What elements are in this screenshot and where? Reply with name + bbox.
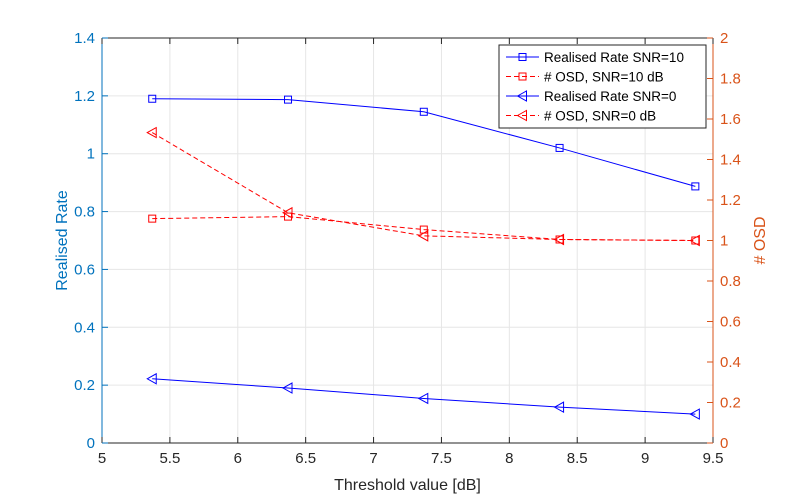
left-tick-label: 0.8	[74, 204, 95, 221]
data-point	[417, 229, 429, 242]
data-point	[691, 182, 700, 191]
left-tick-label: 0	[87, 435, 95, 452]
data-point	[281, 382, 293, 394]
left-tick-label: 1.4	[74, 30, 95, 47]
data-point	[553, 233, 565, 246]
data-point	[146, 372, 157, 385]
x-tick-label: 6.5	[295, 450, 316, 467]
right-tick-label: 1.6	[720, 111, 741, 128]
legend-marker	[518, 72, 527, 81]
x-tick-label: 7.5	[431, 450, 452, 467]
data-point	[281, 206, 293, 219]
legend-entry: Realised Rate SNR=0	[506, 89, 676, 104]
legend-marker	[518, 53, 527, 61]
data-point	[146, 126, 157, 139]
data-point	[148, 94, 157, 103]
right-tick-label: 0.2	[720, 395, 741, 412]
series-line	[152, 216, 696, 241]
data-point	[689, 234, 700, 247]
right-tick-label: 1.2	[720, 192, 741, 209]
legend-entry: Realised Rate SNR=10	[506, 50, 684, 65]
series-4	[146, 126, 700, 247]
left-y-axis-label: Realised Rate	[54, 190, 71, 291]
legend-label: Realised Rate SNR=0	[544, 89, 676, 104]
series	[146, 94, 700, 420]
legend-box	[498, 44, 707, 129]
axes	[101, 37, 714, 444]
series-line	[152, 378, 696, 415]
legend-entry: # OSD, SNR=10 dB	[506, 70, 664, 85]
legend: Realised Rate SNR=10 # OSD, SNR=10 dB Real…	[498, 44, 707, 129]
right-tick-label: 1.8	[720, 71, 741, 88]
left-tick-label: 1.2	[74, 88, 95, 105]
tick-labels: 5 5.5 6 6.5 7 7.5 8 8.5 9 9.500.20.40.60.811.21.4…	[74, 30, 741, 467]
right-tick-label: 1.4	[720, 152, 741, 169]
right-tick-label: 2	[720, 30, 728, 47]
left-tick-label: 1	[87, 146, 95, 163]
x-tick-label: 6	[234, 450, 242, 467]
series-line	[152, 98, 696, 187]
right-tick-label: 0.8	[720, 273, 741, 290]
data-point	[419, 107, 428, 116]
x-tick-label: 5.5	[159, 450, 180, 467]
left-tick-label: 0.2	[74, 377, 95, 394]
right-tick-label: 0.6	[720, 314, 741, 331]
right-tick-label: 0.4	[720, 354, 741, 371]
data-point	[417, 392, 429, 405]
data-point	[553, 401, 565, 413]
legend-marker	[516, 90, 527, 102]
legend-label: # OSD, SNR=0 dB	[544, 109, 656, 124]
legend-entry: # OSD, SNR=0 dB	[506, 109, 656, 124]
legend-label: Realised Rate SNR=10	[544, 50, 684, 65]
x-axis-label: Threshold value [dB]	[334, 477, 481, 494]
right-tick-label: 0	[720, 435, 728, 452]
right-tick-label: 1	[720, 233, 728, 250]
data-point	[555, 143, 564, 152]
series-1	[148, 94, 700, 191]
left-tick-label: 0.6	[74, 261, 95, 278]
legend-marker	[516, 109, 527, 122]
x-tick-label: 8	[505, 450, 513, 467]
data-point	[284, 95, 293, 104]
x-tick-label: 7	[369, 450, 377, 467]
right-y-axis-label: # OSD	[752, 216, 769, 264]
data-point	[689, 408, 700, 420]
series-3	[146, 372, 700, 420]
x-tick-label: 8.5	[567, 450, 588, 467]
legend-label: # OSD, SNR=10 dB	[544, 70, 664, 85]
series-line	[151, 132, 696, 241]
x-tick-label: 9	[641, 450, 649, 467]
x-tick-label: 5	[98, 450, 106, 467]
left-tick-label: 0.4	[74, 319, 95, 336]
data-point	[148, 214, 157, 223]
x-tick-label: 9.5	[703, 450, 724, 467]
